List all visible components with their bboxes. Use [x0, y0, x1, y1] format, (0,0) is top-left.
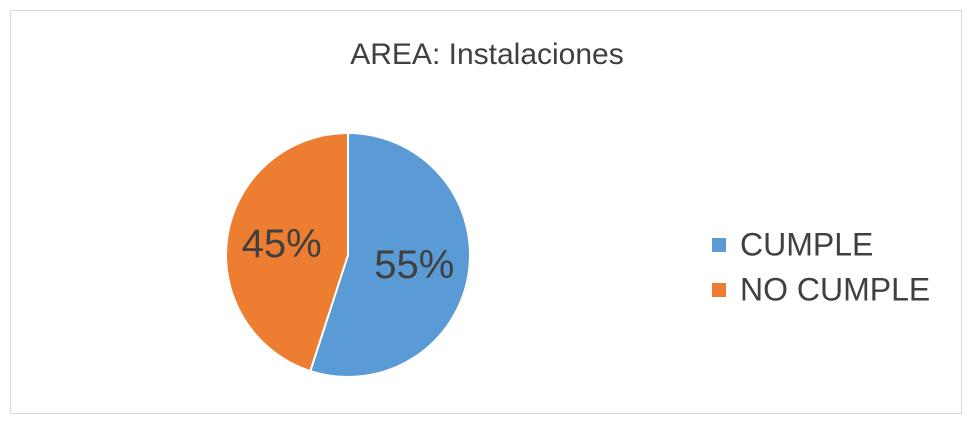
pie-slice: [309, 131, 471, 378]
data-label: 45%: [242, 222, 322, 266]
legend-swatch: [712, 283, 726, 297]
legend-label: NO CUMPLE: [740, 271, 930, 307]
legend-label: CUMPLE: [740, 226, 873, 262]
data-label: 55%: [374, 243, 454, 287]
chart-title: AREA: Instalaciones: [350, 38, 623, 71]
chart-border: [10, 10, 962, 414]
legend-swatch: [712, 238, 726, 252]
pie-slice: [225, 131, 349, 373]
